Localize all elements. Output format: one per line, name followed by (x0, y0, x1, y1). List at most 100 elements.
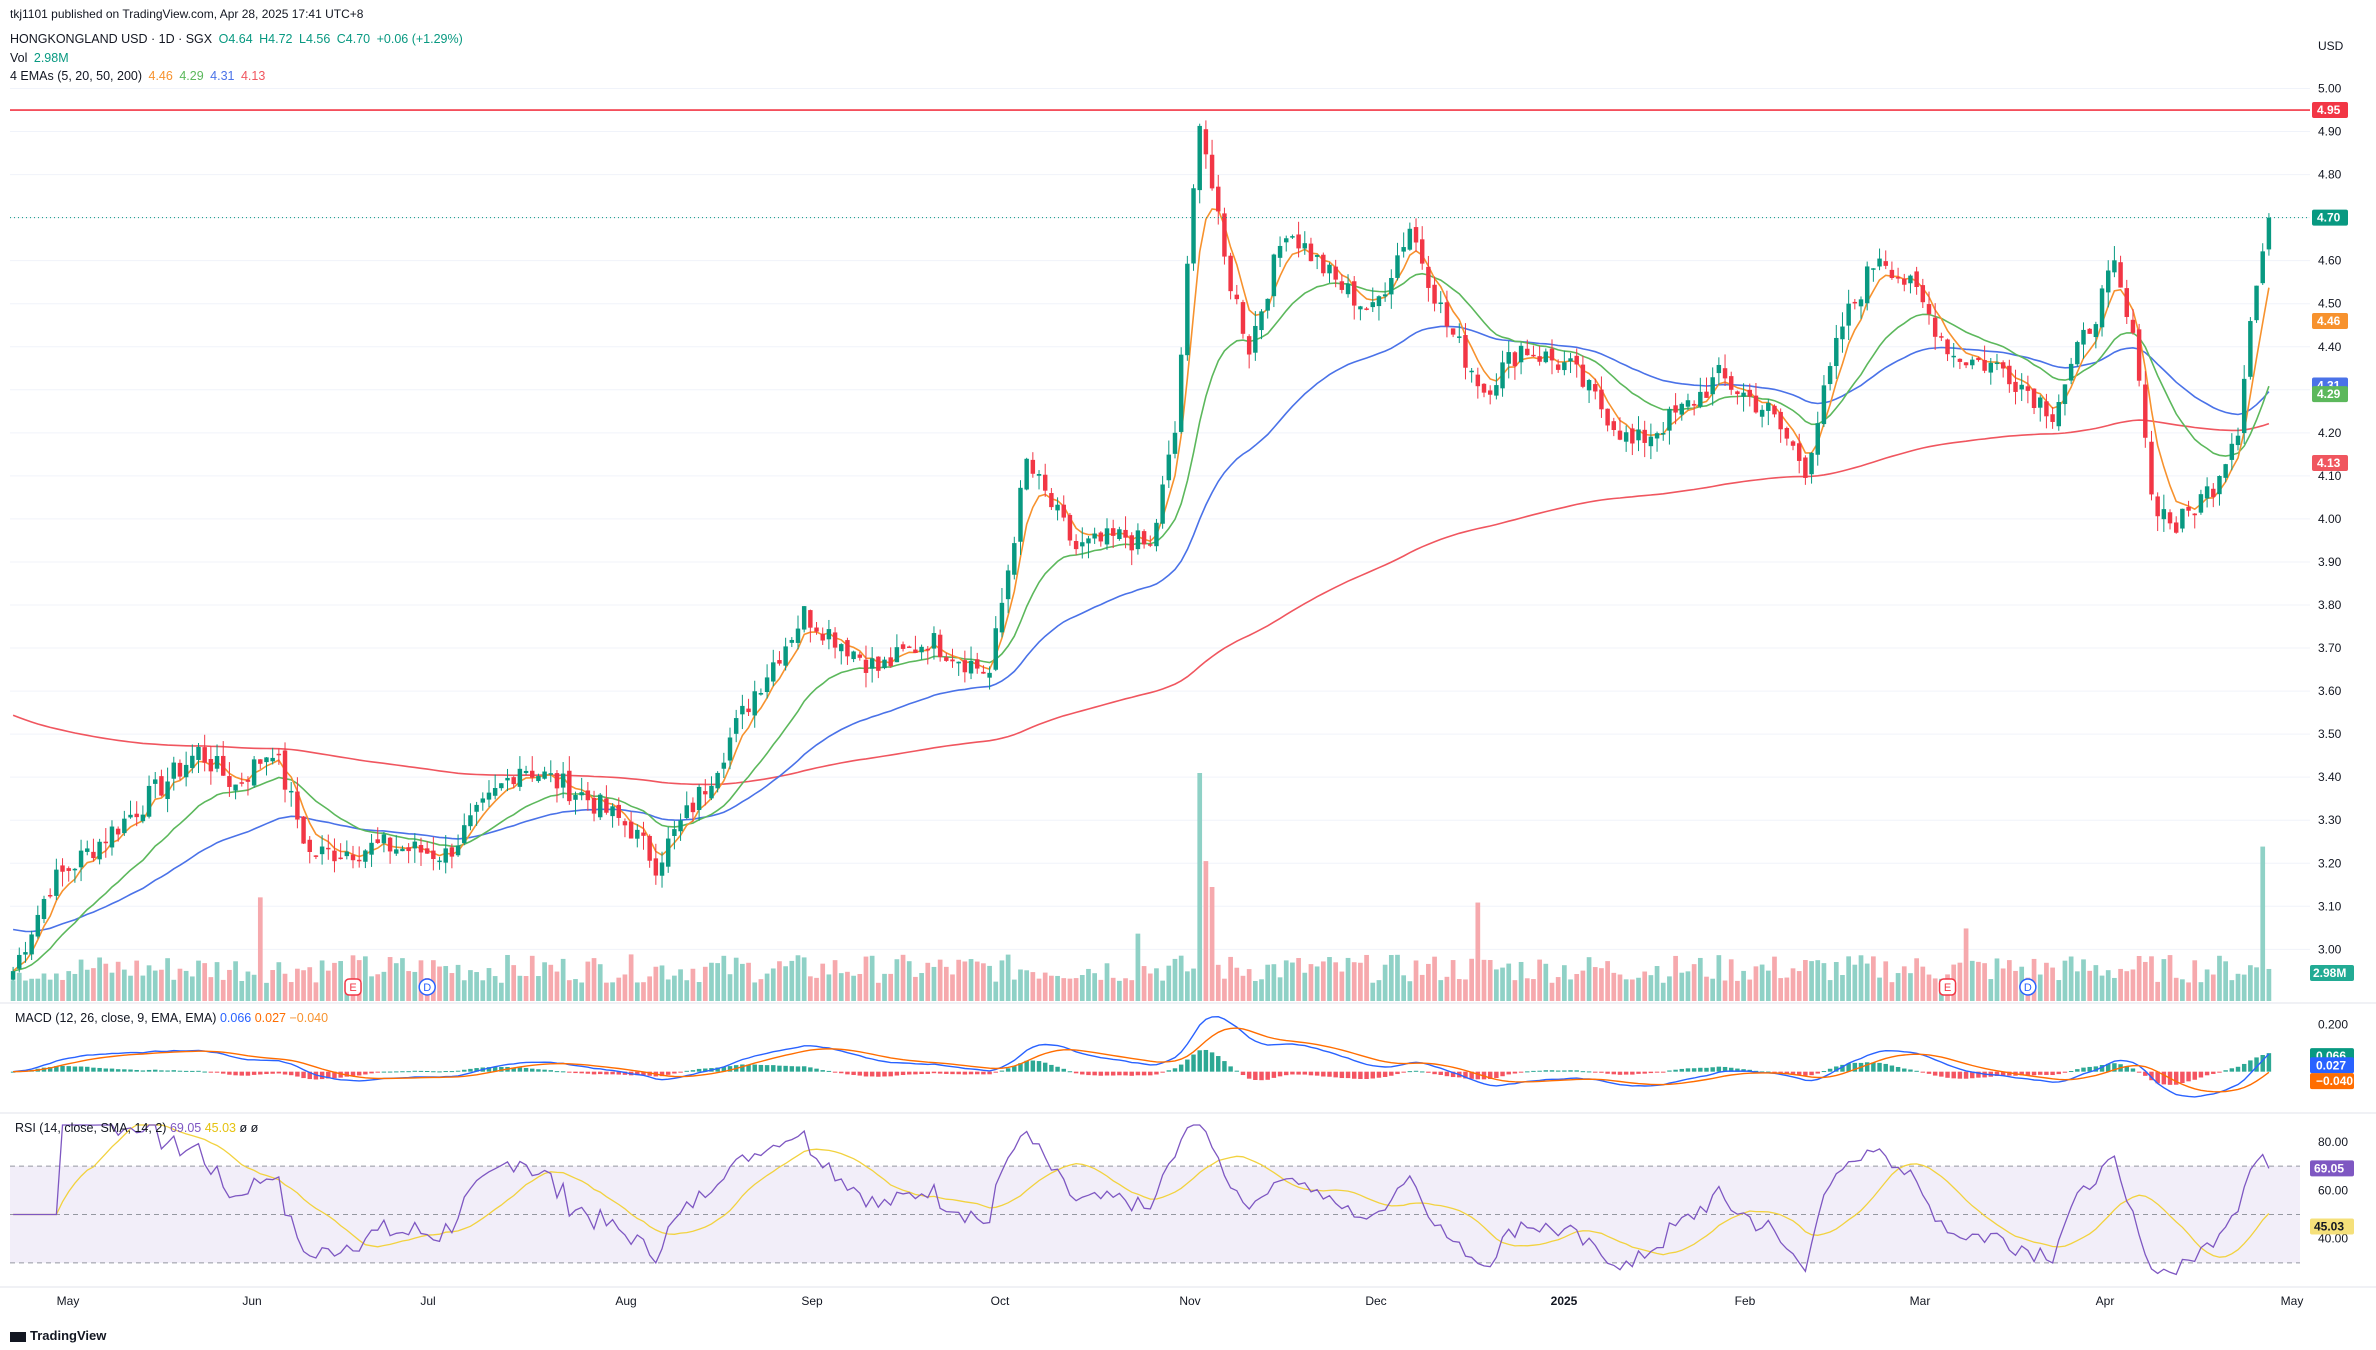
candle-body (1932, 317, 1938, 337)
candle-body (573, 795, 578, 800)
volume-bar (196, 960, 201, 1001)
volume-bar (900, 954, 906, 1001)
rsi-legend[interactable]: RSI (14, close, SMA, 14, 2) 69.05 45.03 … (15, 1121, 258, 1135)
x-tick-label: May (57, 1294, 80, 1308)
volume-bar (2112, 977, 2117, 1001)
price-tick-label: 3.50 (2318, 727, 2342, 741)
macd-hist-bar (1141, 1071, 1147, 1076)
volume-tag-bg (2310, 965, 2354, 981)
candle-body (1222, 213, 1227, 257)
candle-body (140, 814, 146, 822)
volume-bar (845, 971, 850, 1001)
volume-bar (1858, 955, 1864, 1001)
macd-hist-bar (47, 1067, 53, 1072)
macd-hist-bar (140, 1070, 146, 1072)
price-tick-label: 3.70 (2318, 641, 2342, 655)
candle-body (474, 804, 479, 812)
macd-hist-bar (511, 1067, 516, 1072)
volume-bar (1358, 962, 1363, 1001)
candle-body (134, 813, 139, 818)
candle-body (356, 859, 362, 862)
ema-legend[interactable]: 4 EMAs (5, 20, 50, 200) 4.46 4.29 4.31 4… (10, 69, 268, 83)
volume-bar (1815, 960, 1821, 1001)
candle-body (449, 847, 455, 857)
volume-legend[interactable]: Vol 2.98M (10, 51, 72, 65)
volume-bar (1302, 972, 1308, 1001)
candle-body (97, 841, 102, 860)
volume-bar (2013, 970, 2018, 1001)
macd-hist-bar (437, 1071, 442, 1073)
price-tick-label: 4.40 (2318, 340, 2342, 354)
macd-hist-bar (1636, 1071, 1641, 1074)
macd-tag-bg (2310, 1073, 2354, 1090)
volume-bar (1710, 978, 1716, 1001)
candle-body (443, 848, 448, 863)
macd-hist-bar (635, 1071, 640, 1076)
candle-body (208, 759, 214, 772)
macd-hist-bar (418, 1070, 424, 1072)
volume-bar (220, 979, 226, 1001)
ema200-line (12, 419, 2270, 786)
macd-hist-bar (573, 1071, 578, 1074)
candle-body (746, 708, 751, 713)
macd-hist-bar (1135, 1071, 1141, 1076)
candle-body (1661, 433, 1666, 435)
volume-bar (227, 969, 232, 1001)
macd-hist-bar (591, 1071, 597, 1075)
volume-bar (702, 966, 708, 1001)
macd-hist-bar (369, 1071, 374, 1074)
candle-body (122, 818, 127, 834)
macd-hist-bar (97, 1067, 102, 1072)
volume-bar (1426, 963, 1431, 1001)
volume-bar (264, 982, 269, 1001)
x-tick-label: Dec (1365, 1294, 1386, 1308)
macd-hist-bar (375, 1071, 380, 1073)
footer-brand[interactable]: TradingView (10, 1328, 106, 1343)
volume-bar (54, 973, 59, 1001)
volume-bar (1086, 968, 1091, 1001)
macd-legend[interactable]: MACD (12, 26, close, 9, EMA, EMA) 0.066 … (15, 1011, 328, 1025)
candle-body (1630, 428, 1635, 444)
volume-bar (950, 974, 955, 1001)
macd-hist-bar (956, 1071, 961, 1075)
macd-hist-bar (258, 1071, 263, 1075)
candle-body (381, 834, 387, 844)
candle-body (245, 779, 251, 782)
volume-bar (1969, 960, 1975, 1001)
macd-hist-bar (1525, 1071, 1530, 1073)
macd-hist-bar (153, 1069, 158, 1072)
candle-body (165, 781, 170, 800)
volume-bar (1456, 979, 1462, 1001)
macd-hist-bar (2229, 1068, 2235, 1072)
macd-hist-bar (1042, 1062, 1048, 1072)
macd-hist-bar (54, 1066, 59, 1072)
macd-hist-bar (1605, 1071, 1610, 1074)
macd-hist-bar (839, 1071, 844, 1074)
candle-body (282, 750, 288, 790)
volume-bar (752, 982, 758, 1001)
macd-hist-bar (462, 1069, 467, 1072)
macd-hist-bar (1259, 1071, 1264, 1081)
macd-hist-bar (2062, 1071, 2068, 1073)
candle-body (863, 659, 869, 673)
candle-body (2050, 414, 2055, 422)
candle-body (1407, 228, 1413, 250)
candle-body (1148, 544, 1153, 546)
macd-hist-bar (1024, 1060, 1029, 1072)
candle-body (1104, 528, 1110, 545)
candle-body (1685, 400, 1691, 407)
macd-hist-bar (2087, 1066, 2092, 1072)
macd-hist-bar (1926, 1071, 1932, 1074)
volume-bar (2056, 980, 2062, 1001)
volume-bar (2254, 967, 2259, 1001)
volume-bar (1926, 974, 1932, 1001)
candle-body (635, 829, 640, 839)
macd-hist-bar (1067, 1071, 1073, 1073)
candle-body (2136, 329, 2142, 381)
macd-hist-bar (60, 1065, 65, 1072)
volume-bar (2248, 965, 2253, 1001)
candle-body (2130, 319, 2136, 333)
volume-bar (956, 959, 962, 1001)
macd-tag: −0.040 (2316, 1074, 2353, 1088)
